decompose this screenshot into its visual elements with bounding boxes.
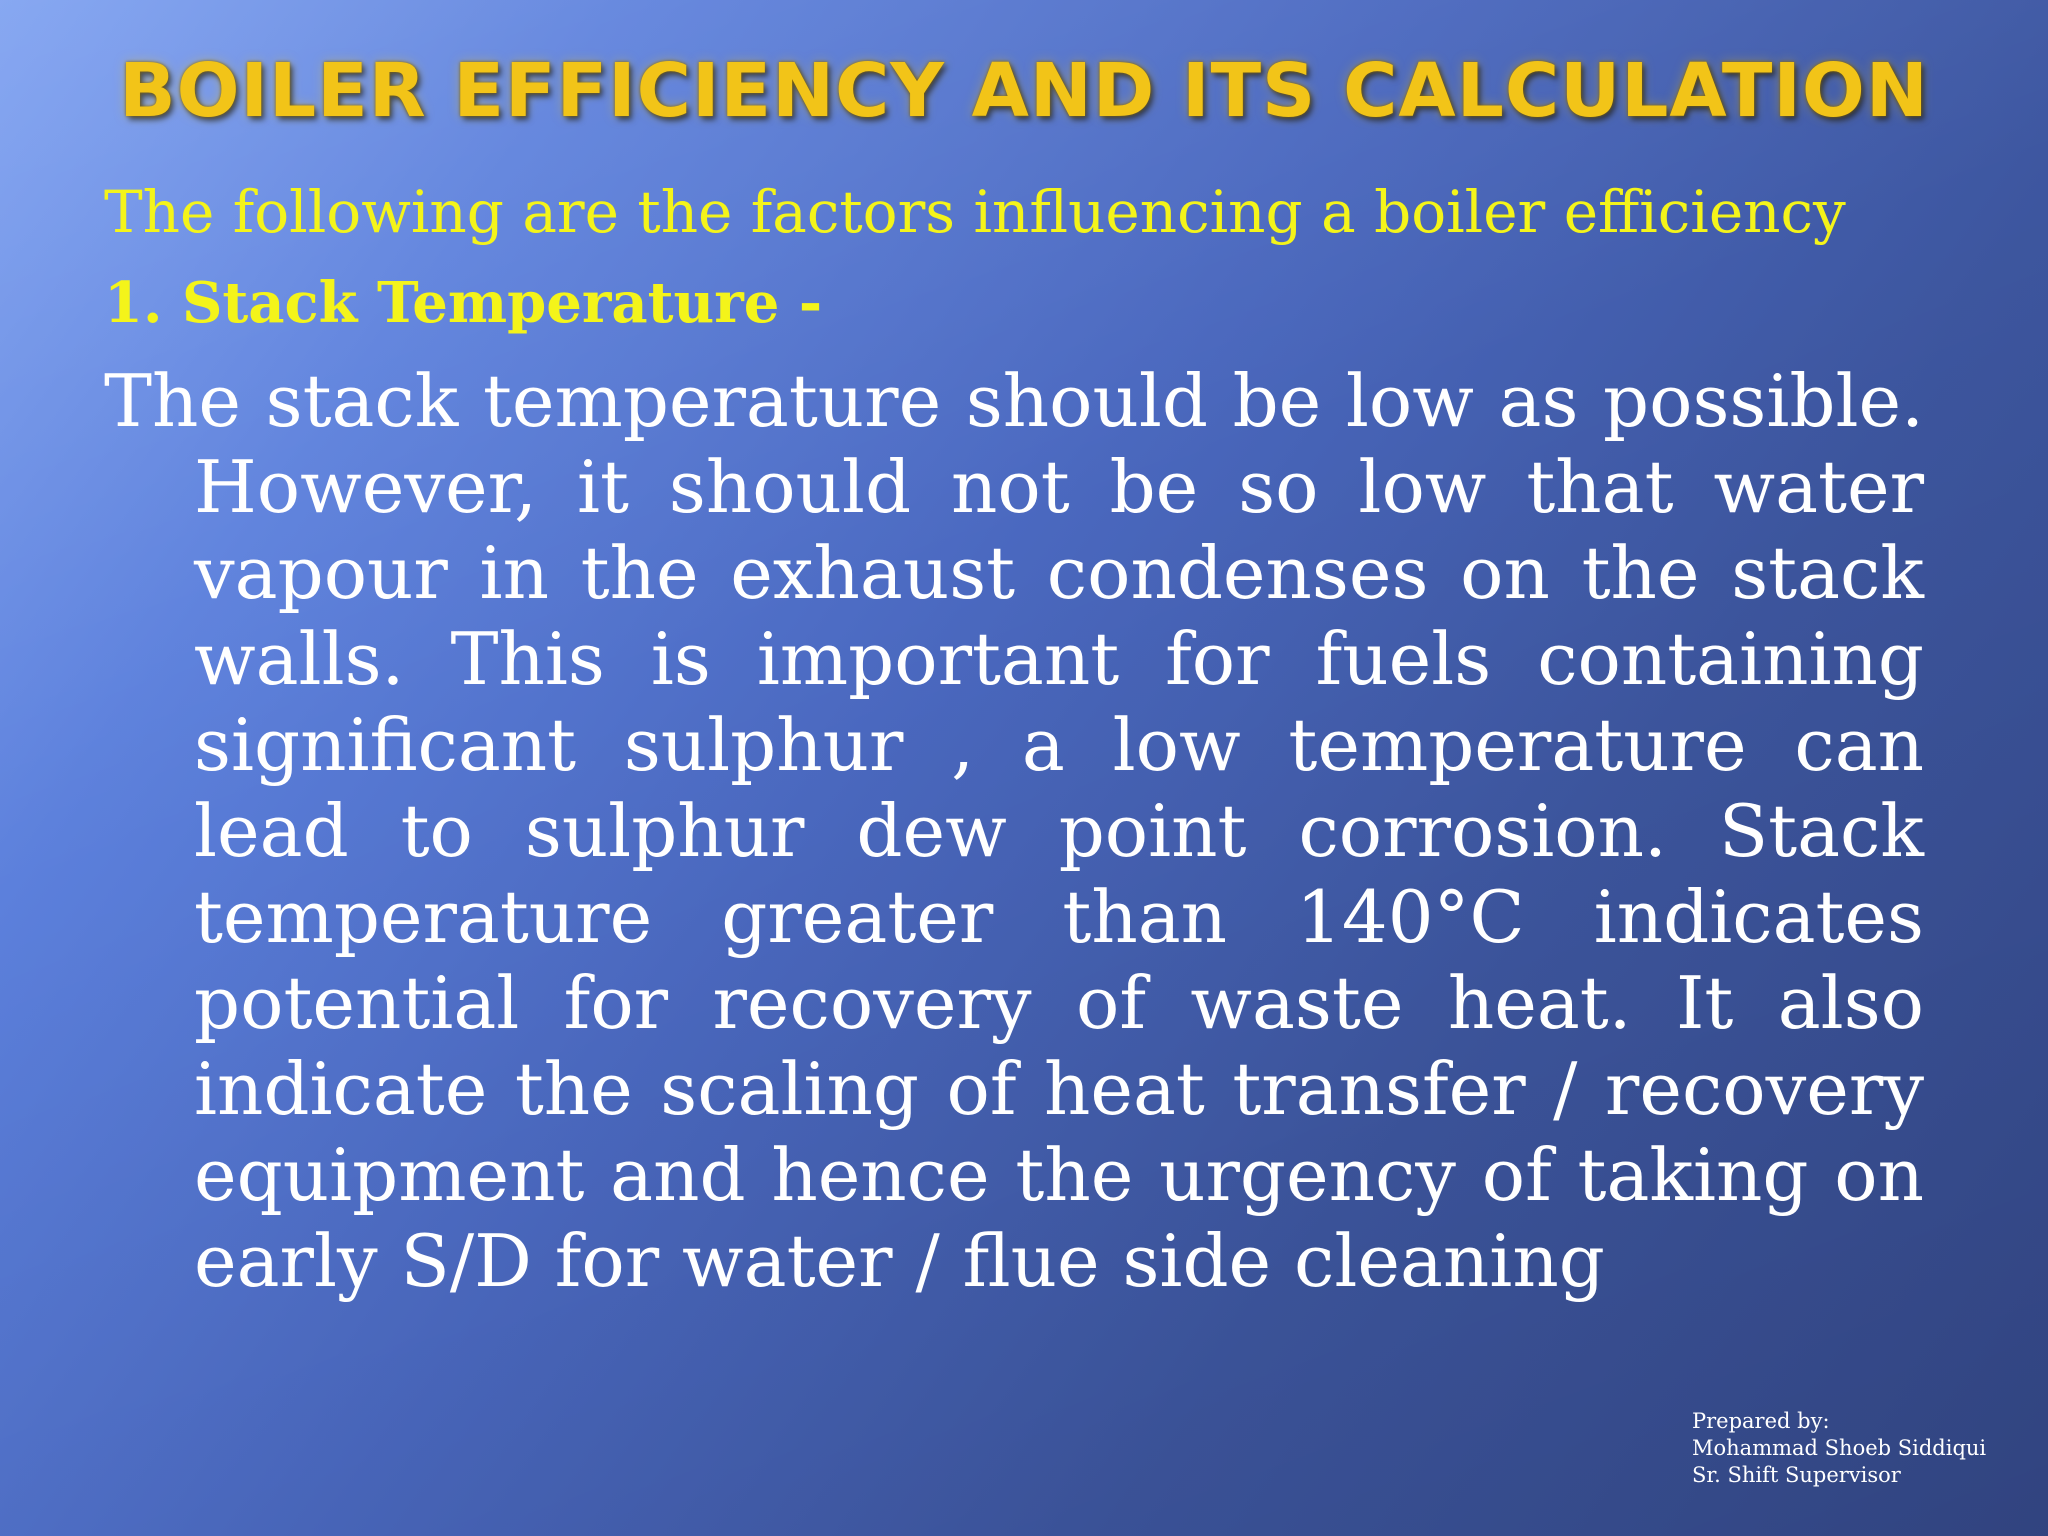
section-heading: 1. Stack Temperature - <box>104 270 823 336</box>
author-credit: Prepared by: Mohammad Shoeb Siddiqui Sr.… <box>1692 1408 1986 1489</box>
credit-name: Mohammad Shoeb Siddiqui <box>1692 1436 1987 1460</box>
credit-label: Prepared by: <box>1692 1409 1830 1433</box>
body-paragraph: The stack temperature should be low as p… <box>104 359 1924 1303</box>
slide-title: BOILER EFFICIENCY AND ITS CALCULATION <box>119 48 1929 134</box>
intro-text: The following are the factors influencin… <box>104 178 1846 246</box>
credit-role: Sr. Shift Supervisor <box>1692 1463 1901 1487</box>
